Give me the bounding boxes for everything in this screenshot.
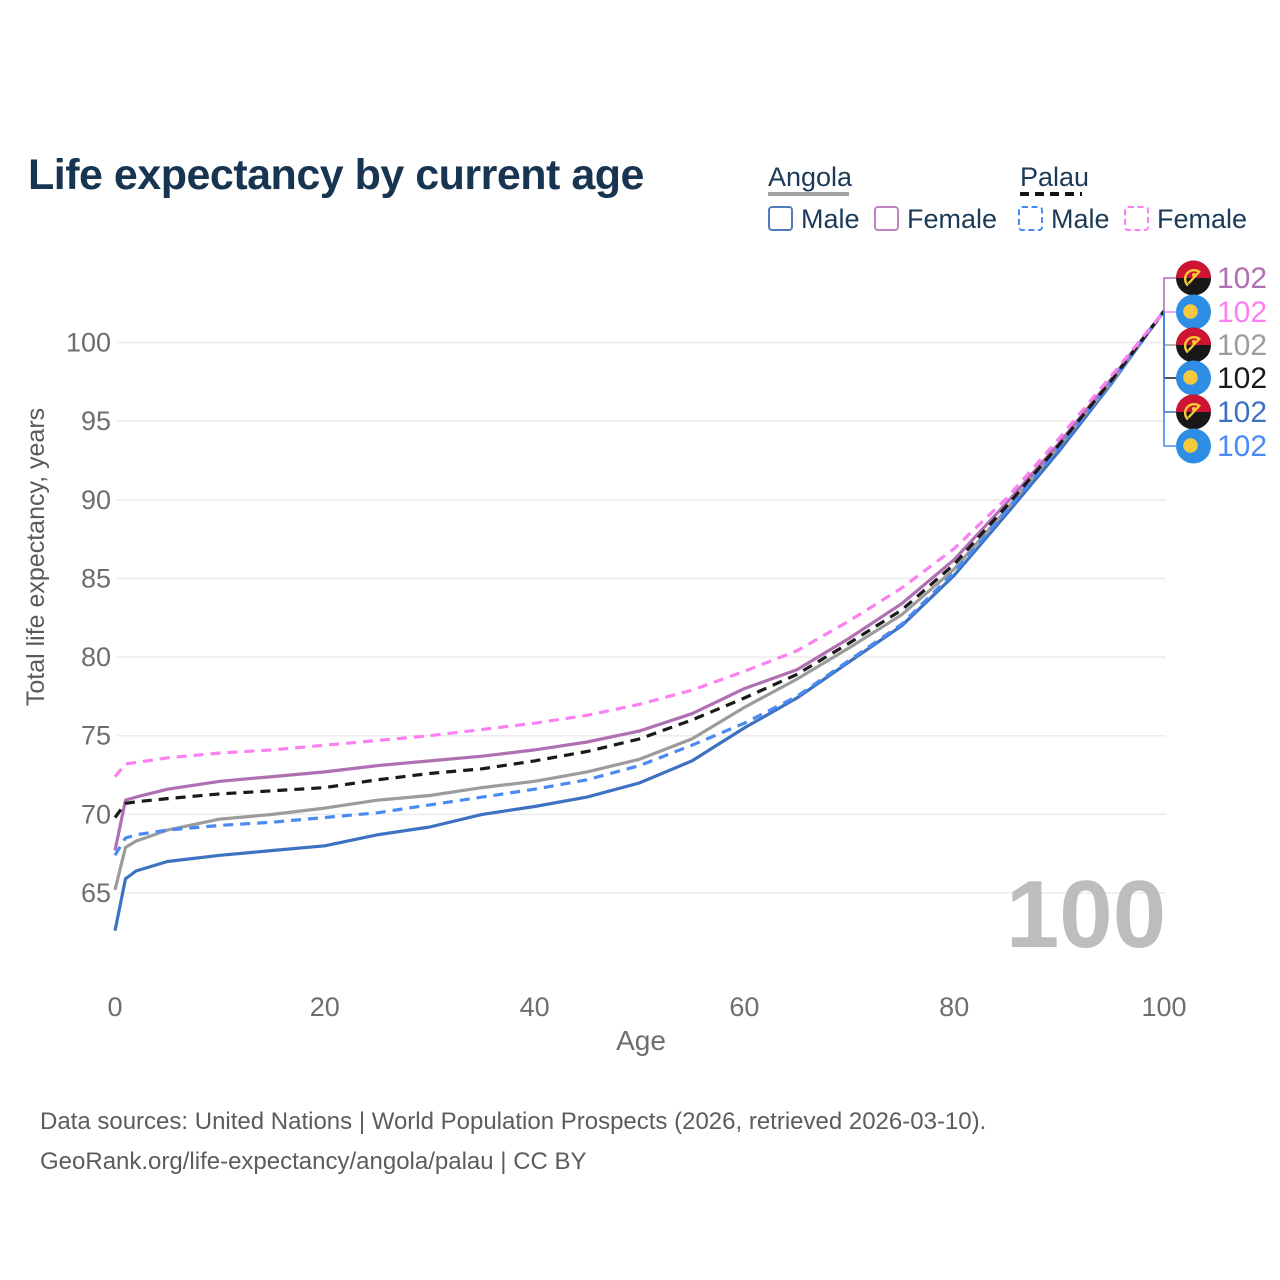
axis-titles: Age Total life expectancy, years xyxy=(22,408,666,1056)
leader-line-angola-male xyxy=(1163,311,1176,413)
series-line-angola-male xyxy=(113,310,1166,932)
series-line-angola xyxy=(113,310,1166,891)
series-line-palau xyxy=(113,310,1166,819)
legend-underline-angola xyxy=(768,192,849,196)
end-value-label-palau-female: 102 xyxy=(1217,296,1267,329)
legend-country-angola[interactable]: Angola xyxy=(768,162,853,192)
attribution-line: GeoRank.org/life-expectancy/angola/palau… xyxy=(40,1148,587,1175)
legend-label-palau-female[interactable]: Female xyxy=(1157,204,1248,234)
y-tick-label-80: 80 xyxy=(81,642,111,672)
gridlines xyxy=(117,341,1166,894)
legend-label-angola-male[interactable]: Male xyxy=(801,204,860,234)
x-tick-label-0: 0 xyxy=(107,992,122,1022)
leader-line-palau-female xyxy=(1163,311,1176,313)
legend-country-palau[interactable]: Palau xyxy=(1020,162,1090,192)
end-value-label-angola-female: 102 xyxy=(1217,262,1267,295)
angola-flag-emblem-gear xyxy=(1183,335,1201,354)
palau-flag-icon xyxy=(1176,294,1211,330)
legend-underline-palau xyxy=(1020,192,1082,196)
y-tick-label-85: 85 xyxy=(81,563,111,593)
checkbox-swatch-palau-male[interactable] xyxy=(1018,206,1043,231)
y-axis-title: Total life expectancy, years xyxy=(22,408,50,706)
end-label-flags xyxy=(1176,260,1211,464)
x-axis-tick-labels: 0 20 40 60 80 100 xyxy=(107,992,1186,1022)
angola-flag-icon xyxy=(1176,327,1211,363)
data-series-lines xyxy=(113,310,1166,932)
y-tick-label-65: 65 xyxy=(81,878,111,908)
palau-flag-icon xyxy=(1176,360,1211,396)
checkbox-swatch-angola-male[interactable] xyxy=(768,206,793,231)
y-tick-label-90: 90 xyxy=(81,485,111,515)
palau-flag-yellow-moon xyxy=(1183,438,1198,453)
angola-flag-icon xyxy=(1176,260,1211,296)
legend-label-angola-female[interactable]: Female xyxy=(907,204,998,234)
leader-line-angola-female xyxy=(1163,277,1176,312)
angola-flag-emblem-star xyxy=(1192,340,1196,344)
series-line-palau-female xyxy=(113,310,1166,778)
x-tick-label-40: 40 xyxy=(520,992,550,1022)
angola-flag-emblem-machete xyxy=(1187,404,1201,419)
y-tick-label-75: 75 xyxy=(81,721,111,751)
angola-flag-emblem-gear xyxy=(1183,402,1201,421)
legend-label-palau-male[interactable]: Male xyxy=(1051,204,1110,234)
x-tick-label-80: 80 xyxy=(939,992,969,1022)
palau-flag-yellow-moon xyxy=(1183,370,1198,385)
x-axis-title: Age xyxy=(616,1025,666,1056)
x-tick-label-20: 20 xyxy=(310,992,340,1022)
checkbox-swatch-palau-female[interactable] xyxy=(1124,206,1149,231)
leader-lines xyxy=(1163,277,1176,447)
palau-flag-yellow-moon xyxy=(1183,304,1198,319)
y-tick-label-95: 95 xyxy=(81,406,111,436)
angola-flag-emblem-machete xyxy=(1187,337,1201,352)
checkbox-swatch-angola-female[interactable] xyxy=(874,206,899,231)
end-value-label-palau: 102 xyxy=(1217,362,1267,395)
x-tick-label-60: 60 xyxy=(729,992,759,1022)
age-watermark: 100 xyxy=(1006,861,1166,968)
end-value-label-angola: 102 xyxy=(1217,329,1267,362)
y-tick-label-100: 100 xyxy=(66,328,111,358)
end-value-label-angola-male: 102 xyxy=(1217,396,1267,429)
angola-flag-emblem-star xyxy=(1192,407,1196,411)
age-counter-watermark: 100 xyxy=(1006,861,1166,968)
data-source-line: Data sources: United Nations | World Pop… xyxy=(40,1108,987,1135)
y-tick-label-70: 70 xyxy=(81,799,111,829)
angola-flag-emblem-star xyxy=(1192,273,1196,277)
series-line-angola-female xyxy=(113,310,1166,851)
end-value-label-palau-male: 102 xyxy=(1217,430,1267,463)
x-tick-label-100: 100 xyxy=(1141,992,1186,1022)
palau-flag-icon xyxy=(1176,428,1211,464)
leader-line-angola xyxy=(1163,311,1176,346)
y-axis-tick-labels: 65 70 75 80 85 90 95 100 xyxy=(66,328,111,908)
angola-flag-emblem-gear xyxy=(1183,268,1201,287)
angola-flag-emblem-machete xyxy=(1187,270,1201,285)
angola-flag-icon xyxy=(1176,394,1211,430)
leader-line-palau-male xyxy=(1163,311,1176,447)
series-line-palau-male xyxy=(113,310,1166,857)
chart-title: Life expectancy by current age xyxy=(28,150,644,199)
